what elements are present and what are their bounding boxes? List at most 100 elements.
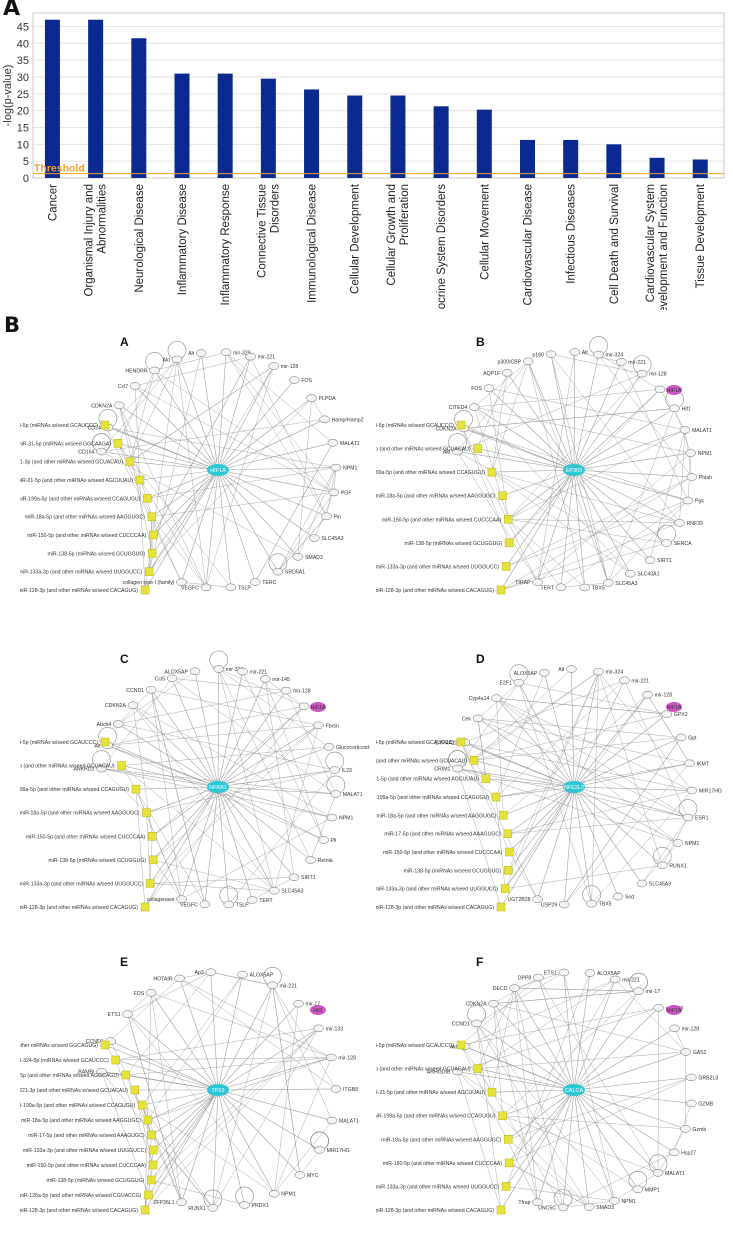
gene-node (149, 366, 160, 375)
edge (491, 471, 631, 574)
edge (477, 718, 690, 764)
mirna-node (135, 475, 145, 485)
edge (508, 469, 575, 520)
edge (205, 469, 219, 588)
edge (460, 741, 538, 900)
edge (147, 469, 219, 499)
edge (500, 469, 575, 591)
bar-chart: 0 5 10 15 20 25 30 35 40 45 -log(p-value) Cancer Org… (2, 12, 725, 310)
edge (127, 1013, 219, 1091)
gene-node (509, 984, 520, 992)
gene-label: collagen type I (family) (123, 580, 175, 586)
gene-node (129, 382, 141, 390)
gene-label: Abcb4 (96, 722, 111, 728)
mirna-node (456, 737, 466, 747)
edge (508, 429, 686, 520)
edge (151, 1179, 245, 1206)
edge (457, 768, 575, 788)
network-f: F ARHGDIB Akt CCND1 CDKN2A DECD DPP8 ETS1 ALOX5A… (376, 955, 718, 1215)
edge (149, 786, 219, 884)
edge (514, 988, 538, 1203)
edge (573, 786, 643, 884)
mirna-node (487, 1087, 497, 1097)
edge (204, 786, 219, 905)
mirna-label: miR-324-5p (miRNAs w/seed GCAUCCC) (376, 423, 454, 429)
gene-node (619, 676, 630, 685)
edge (477, 718, 575, 788)
edge (573, 361, 622, 471)
edge (477, 448, 575, 471)
edges (457, 972, 692, 1211)
gene-node (685, 449, 697, 457)
y-tick-label: 30 (17, 72, 29, 84)
edge (508, 519, 667, 544)
x-tick-label: Cardiovascular SystemDevelopment and Fun… (645, 184, 670, 310)
x-tick-label: Cellular Movement (479, 183, 491, 280)
edge (217, 786, 230, 905)
edge (537, 786, 575, 900)
gene-node (166, 674, 178, 683)
gene-node (684, 759, 695, 768)
gene-node (207, 1204, 219, 1212)
network-e: E BAMBI CCND1 ETS1 FOS HOTAIR Ap3 ALOX5AP mir-22… (20, 955, 359, 1215)
edge (591, 671, 599, 904)
gene-node (272, 567, 284, 576)
edge (144, 469, 219, 591)
edge (152, 786, 219, 837)
gene-node (682, 496, 694, 505)
edge (496, 697, 667, 715)
gene-label: Akt (443, 450, 451, 456)
gene-node (199, 900, 211, 909)
edge (573, 1089, 659, 1174)
mirna-node (501, 1182, 511, 1191)
gene-node (237, 970, 248, 979)
edge (508, 1162, 590, 1208)
networks-panel: A CD164 CD24 CDKN2A Ccl7 HENDRR Akt Alt mir-329 m… (0, 325, 733, 1259)
mirna-label: miR-128-3p (and other miRNAs w/seed CACA… (376, 1208, 494, 1214)
edge (146, 786, 219, 813)
edge (117, 443, 219, 471)
edge (142, 1104, 275, 1194)
edge (101, 678, 173, 769)
gene-label: TSLP (236, 903, 250, 909)
mirna-node (117, 761, 126, 770)
edge (217, 786, 336, 795)
gene-label: mir-221 (279, 983, 297, 989)
mirna-node (469, 756, 479, 765)
edge (101, 768, 333, 818)
bar (433, 106, 449, 178)
mirna-label: miR-133a-3p (and other miRNAs w/seed UUG… (376, 1184, 499, 1190)
edge (149, 725, 319, 884)
mirna-node (501, 562, 511, 571)
mirna-label: miR-150-5p (and other miRNAs w/seed CUCC… (27, 1163, 147, 1169)
gene-label: SERCA (674, 541, 692, 547)
edge (573, 991, 639, 1091)
edge (457, 671, 599, 769)
edge (311, 397, 325, 420)
hub-label: NFE2L2 (564, 785, 584, 791)
mirna-label: miR-128-3p (and other miRNAs w/seed CACA… (20, 1208, 138, 1214)
gene-node (171, 355, 183, 364)
edge (495, 786, 575, 798)
gene-label: mir-17 (646, 989, 661, 995)
mirna-node (496, 1205, 506, 1215)
gene-node (452, 1067, 463, 1076)
gene-node (686, 473, 698, 481)
mirna-node (496, 585, 506, 595)
mirna-node (143, 494, 152, 503)
edge (573, 469, 680, 524)
edge (147, 1089, 219, 1121)
gene-label: GZMB (698, 1101, 714, 1107)
edge (217, 442, 333, 471)
edge (217, 1003, 299, 1091)
edge (172, 678, 287, 691)
edge (573, 469, 667, 544)
mirna-label: miR-133a-3p (and other miRNAs w/seed UUG… (23, 1148, 147, 1154)
gene-node (603, 579, 614, 587)
edge (621, 361, 689, 501)
gene-node (314, 1146, 325, 1154)
mirna-label: miR-221-3p (and other miRNAs w/seed GCUA… (376, 447, 471, 453)
gene-label: mir-17 (305, 1002, 320, 1008)
mirna-node (125, 457, 135, 466)
edge (573, 973, 591, 1091)
